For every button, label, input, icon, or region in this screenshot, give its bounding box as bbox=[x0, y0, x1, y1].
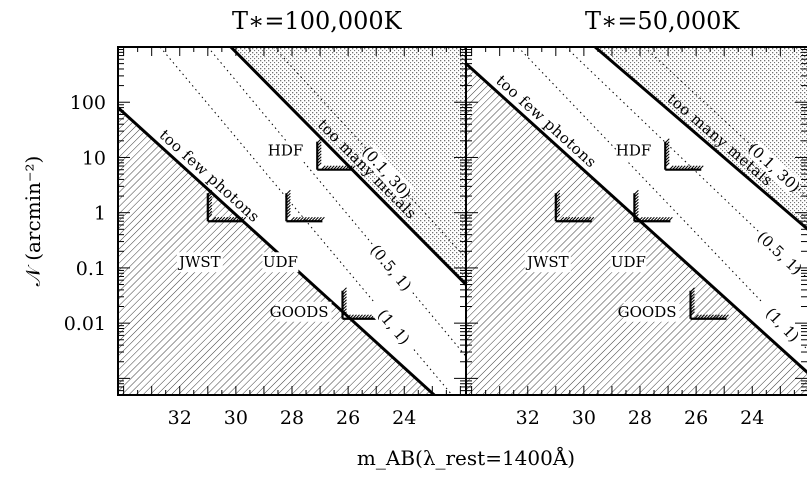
x-tick-label-left-2: 28 bbox=[280, 407, 304, 429]
y-tick-label-4: 0.01 bbox=[64, 313, 106, 335]
survey-label-goods-left: GOODS bbox=[270, 303, 329, 321]
region-too-many-metals-left bbox=[230, 47, 466, 285]
x-tick-label-left-4: 24 bbox=[392, 407, 416, 429]
contour-line-right-0 bbox=[643, 47, 807, 198]
survey-marker-goods-right bbox=[689, 287, 729, 320]
contour-label-right-1: (0.5, 1) bbox=[754, 228, 806, 279]
survey-marker-jwst-left bbox=[206, 189, 247, 223]
survey-label-jwst-right: JWST bbox=[525, 253, 569, 271]
x-tick-label-right-4: 24 bbox=[740, 407, 764, 429]
y-axis-title: 𝒩 (arcmin⁻²) bbox=[21, 156, 45, 287]
survey-label-jwst-left: JWST bbox=[177, 253, 221, 271]
x-tick-label-right-2: 28 bbox=[628, 407, 652, 429]
y-tick-label-0: 100 bbox=[70, 92, 106, 114]
x-tick-label-left-3: 26 bbox=[336, 407, 360, 429]
x-tick-label-right-3: 26 bbox=[684, 407, 708, 429]
survey-label-udf-right: UDF bbox=[611, 253, 646, 271]
survey-marker-jwst-right bbox=[554, 189, 595, 223]
survey-marker-udf-left bbox=[285, 189, 325, 223]
survey-marker-hdf-right bbox=[664, 138, 704, 171]
region-too-few-photons-left bbox=[118, 107, 435, 395]
survey-marker-hdf-left bbox=[316, 138, 356, 171]
x-axis-title: m_AB(λ_rest=1400Å) bbox=[357, 445, 575, 470]
survey-marker-udf-right bbox=[633, 189, 673, 223]
panel-left-title: T∗=100,000K bbox=[232, 7, 403, 35]
contour-label-left-1: (0.5, 1) bbox=[366, 241, 415, 294]
y-tick-label-1: 10 bbox=[82, 147, 106, 169]
survey-label-goods-right: GOODS bbox=[618, 303, 677, 321]
boundary-line-right-1 bbox=[594, 47, 807, 231]
x-tick-label-left-1: 30 bbox=[224, 407, 248, 429]
contour-line-left-1 bbox=[207, 47, 466, 357]
x-tick-label-right-1: 30 bbox=[572, 407, 596, 429]
x-tick-label-left-0: 32 bbox=[168, 407, 192, 429]
survey-label-hdf-left: HDF bbox=[268, 142, 304, 160]
survey-label-hdf-right: HDF bbox=[616, 142, 652, 160]
y-tick-label-3: 0.1 bbox=[76, 258, 106, 280]
contour-line-right-2 bbox=[517, 47, 807, 350]
panel-right-title: T∗=50,000K bbox=[585, 7, 740, 35]
survey-label-udf-left: UDF bbox=[263, 253, 298, 271]
boundary-line-left-1 bbox=[229, 47, 466, 286]
y-tick-label-2: 1 bbox=[94, 203, 106, 225]
x-tick-label-right-0: 32 bbox=[516, 407, 540, 429]
region-too-few-photons-right bbox=[466, 63, 807, 395]
